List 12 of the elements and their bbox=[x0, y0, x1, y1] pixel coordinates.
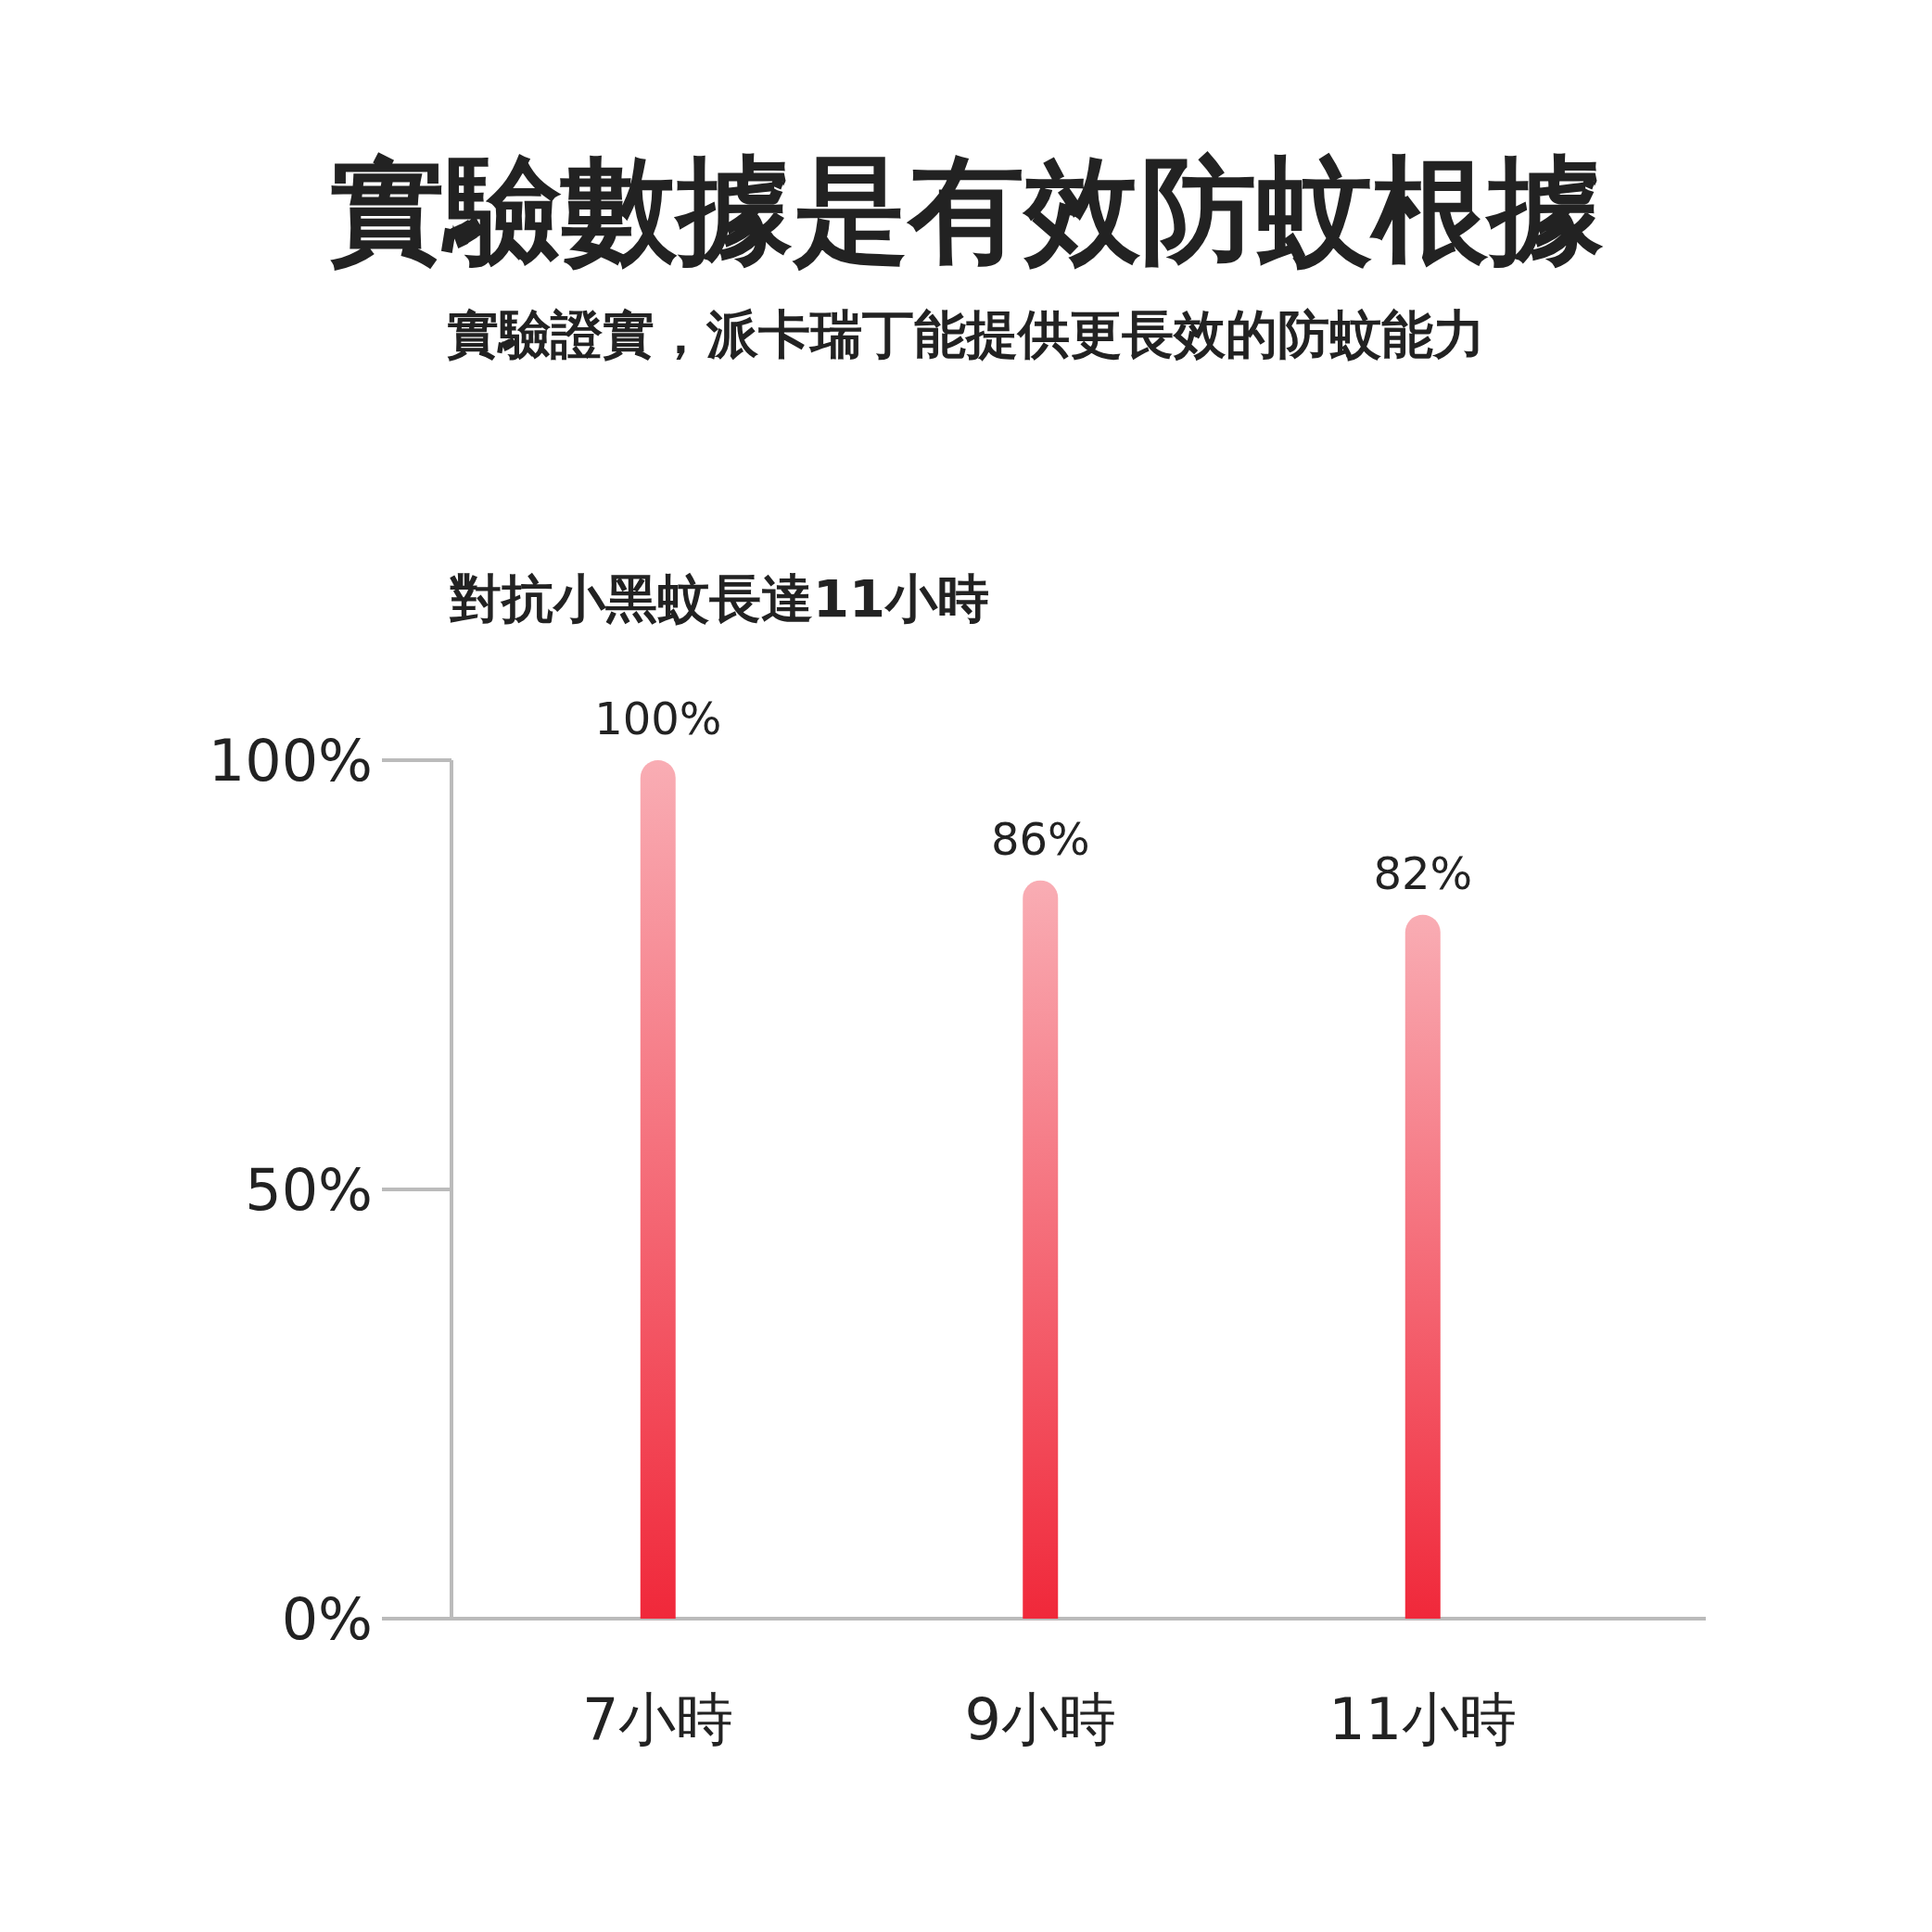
subtitle: 實驗證實，派卡瑞丁能提供更長效的防蚊能力 bbox=[447, 304, 1485, 364]
ytick: 50% bbox=[245, 1156, 373, 1224]
title: 實驗數據是有效防蚊根據 bbox=[328, 143, 1604, 277]
data-label: 100% bbox=[594, 693, 722, 744]
ytick: 0% bbox=[281, 1585, 373, 1653]
data-label: 82% bbox=[1373, 846, 1473, 899]
xtick: 11小時 bbox=[1328, 1685, 1518, 1753]
ytick: 100% bbox=[208, 727, 373, 794]
xtick: 9小時 bbox=[964, 1685, 1116, 1753]
annotation: 對抗小黑蚊長達11小時 bbox=[450, 568, 989, 629]
data-label: 86% bbox=[990, 812, 1090, 865]
xtick: 7小時 bbox=[582, 1685, 734, 1753]
